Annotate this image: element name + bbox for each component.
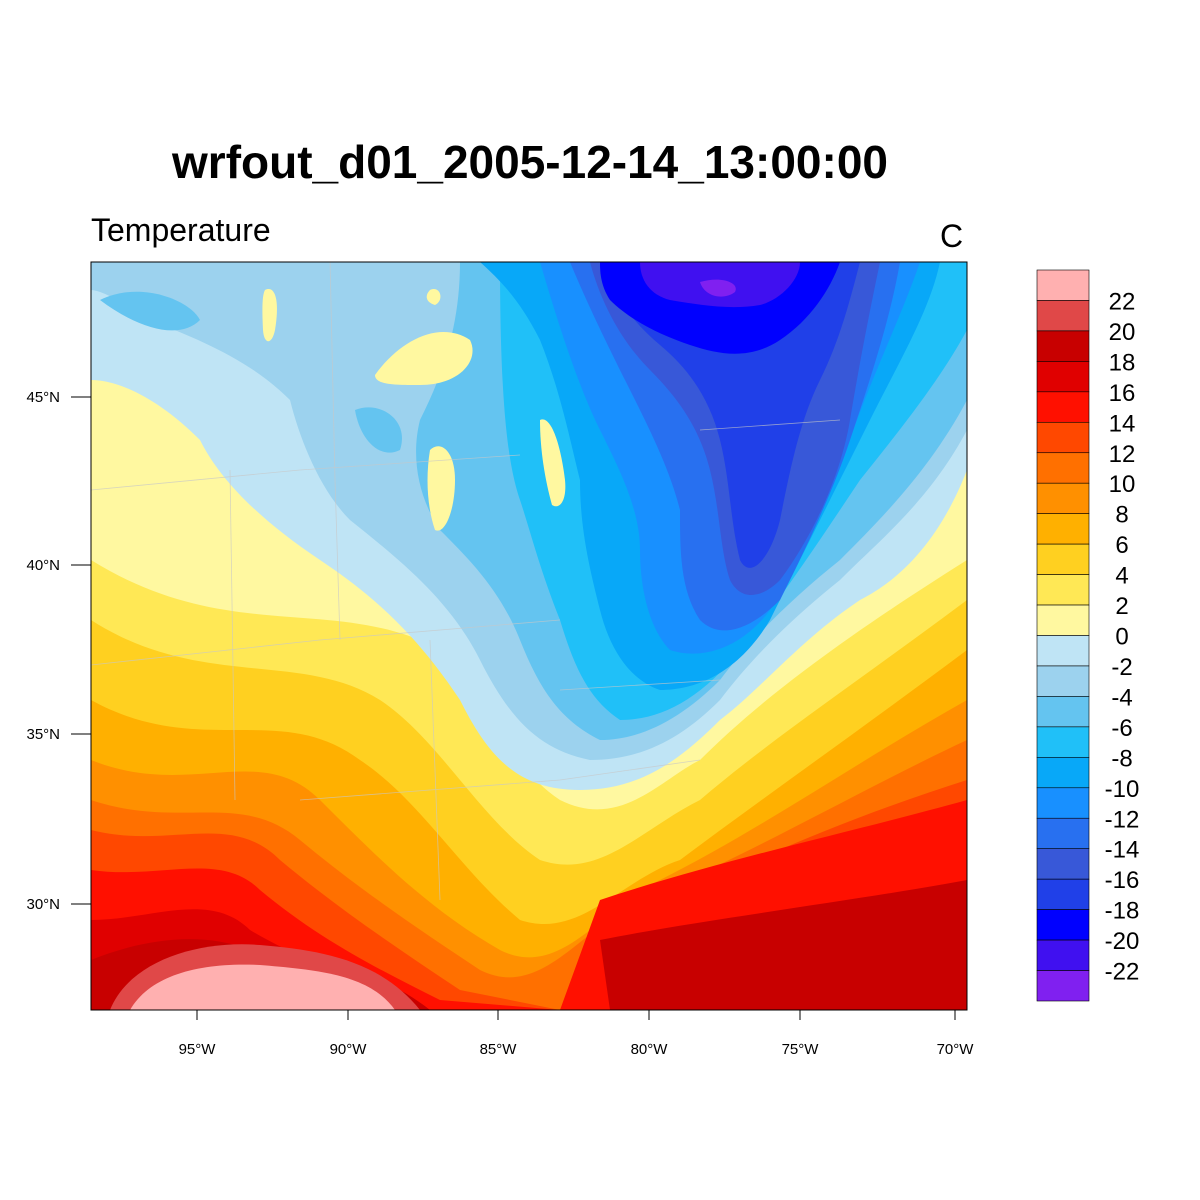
colorbar-swatch — [1037, 940, 1089, 970]
lon-tick-label: 80°W — [631, 1041, 669, 1058]
colorbar-label: 10 — [1109, 471, 1136, 498]
temperature-field — [91, 262, 967, 1010]
colorbar-swatch — [1037, 849, 1089, 879]
lon-tick-label: 90°W — [330, 1041, 368, 1058]
colorbar-swatch — [1037, 818, 1089, 848]
colorbar-label: -6 — [1111, 715, 1132, 742]
colorbar-swatch — [1037, 605, 1089, 635]
longitude-axis: 95°W 90°W 85°W 80°W 75°W 70°W — [179, 1010, 975, 1058]
colorbar-swatch — [1037, 544, 1089, 574]
colorbar-swatch — [1037, 514, 1089, 544]
colorbar-swatch — [1037, 971, 1089, 1001]
lon-tick-label: 85°W — [480, 1041, 518, 1058]
colorbar-swatch — [1037, 696, 1089, 726]
colorbar-label: -12 — [1105, 806, 1140, 833]
colorbar-swatch — [1037, 453, 1089, 483]
colorbar: 2220181614121086420-2-4-6-8-10-12-14-16-… — [1037, 270, 1139, 1001]
colorbar-swatch — [1037, 300, 1089, 330]
latitude-axis: 45°N 40°N 35°N 30°N — [26, 389, 91, 913]
colorbar-swatch — [1037, 788, 1089, 818]
colorbar-label: -18 — [1105, 898, 1140, 925]
colorbar-label: -8 — [1111, 745, 1132, 772]
lat-tick-label: 40°N — [26, 557, 60, 574]
colorbar-label: 14 — [1109, 410, 1136, 437]
lat-tick-label: 45°N — [26, 389, 60, 406]
colorbar-swatch — [1037, 392, 1089, 422]
colorbar-swatch — [1037, 331, 1089, 361]
colorbar-swatch — [1037, 422, 1089, 452]
colorbar-label: 4 — [1115, 563, 1128, 590]
colorbar-label: -10 — [1105, 776, 1140, 803]
colorbar-label: 12 — [1109, 441, 1136, 468]
colorbar-swatch — [1037, 575, 1089, 605]
colorbar-label: -4 — [1111, 684, 1132, 711]
colorbar-label: -22 — [1105, 959, 1140, 986]
colorbar-swatch — [1037, 666, 1089, 696]
colorbar-label: 2 — [1115, 593, 1128, 620]
colorbar-swatch — [1037, 483, 1089, 513]
lon-tick-label: 75°W — [782, 1041, 820, 1058]
colorbar-swatch — [1037, 727, 1089, 757]
colorbar-label: -2 — [1111, 654, 1132, 681]
colorbar-swatch — [1037, 879, 1089, 909]
colorbar-label: -14 — [1105, 837, 1140, 864]
colorbar-swatch — [1037, 361, 1089, 391]
colorbar-label: 0 — [1115, 624, 1128, 651]
lon-tick-label: 70°W — [937, 1041, 975, 1058]
colorbar-label: -20 — [1105, 928, 1140, 955]
colorbar-swatch — [1037, 270, 1089, 300]
colorbar-label: 20 — [1109, 319, 1136, 346]
colorbar-label: 22 — [1109, 288, 1136, 315]
colorbar-label: 8 — [1115, 502, 1128, 529]
lat-tick-label: 30°N — [26, 896, 60, 913]
colorbar-label: 18 — [1109, 349, 1136, 376]
colorbar-swatch — [1037, 636, 1089, 666]
colorbar-label: 6 — [1115, 532, 1128, 559]
colorbar-swatch — [1037, 757, 1089, 787]
colorbar-label: 16 — [1109, 380, 1136, 407]
lon-tick-label: 95°W — [179, 1041, 217, 1058]
colorbar-swatch — [1037, 910, 1089, 940]
colorbar-label: -16 — [1105, 867, 1140, 894]
lat-tick-label: 35°N — [26, 726, 60, 743]
